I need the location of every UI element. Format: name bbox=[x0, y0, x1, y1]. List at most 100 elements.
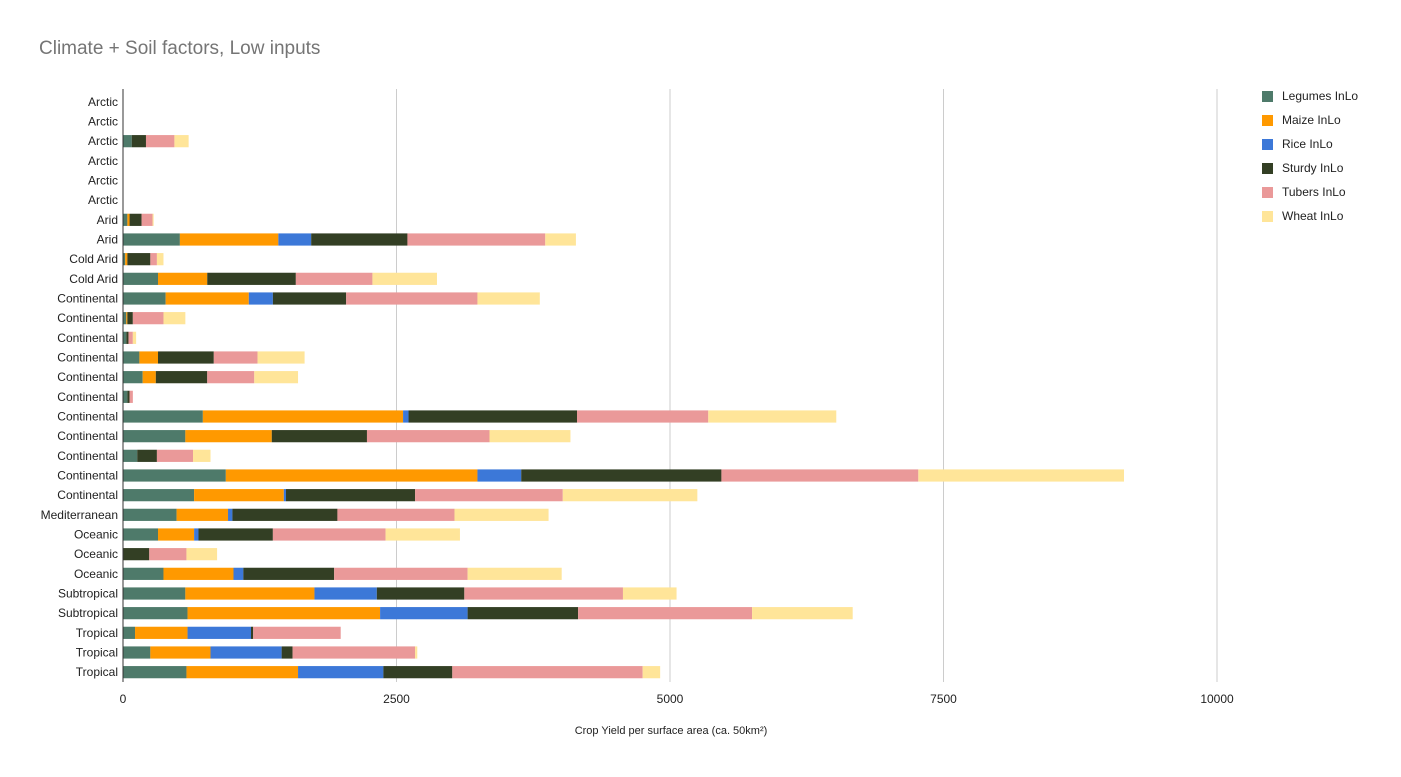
bar-maize-inlo-8 bbox=[125, 253, 128, 266]
category-label: Arctic bbox=[88, 115, 118, 129]
bar-tubers-inlo-11 bbox=[132, 312, 164, 325]
bar-legumes-inlo-18 bbox=[123, 449, 138, 462]
legend-swatch bbox=[1262, 115, 1273, 126]
bar-maize-inlo-28 bbox=[150, 646, 211, 659]
category-label: Mediterranean bbox=[41, 508, 118, 522]
bar-maize-inlo-19 bbox=[225, 469, 478, 482]
x-tick-label: 5000 bbox=[657, 692, 684, 706]
bar-wheat-inlo-9 bbox=[372, 272, 437, 285]
bar-legumes-inlo-28 bbox=[123, 646, 151, 659]
bar-legumes-inlo-22 bbox=[123, 528, 159, 541]
x-tick-label: 10000 bbox=[1200, 692, 1234, 706]
bar-sturdy-inlo-14 bbox=[155, 371, 208, 384]
bar-sturdy-inlo-19 bbox=[521, 469, 722, 482]
category-labels: Arctic Arctic Arctic Arctic Arctic Arctic Arid… bbox=[41, 95, 118, 679]
bar-rice-inlo-20 bbox=[283, 489, 287, 502]
bar-wheat-inlo-14 bbox=[254, 371, 299, 384]
bar-legumes-inlo-8 bbox=[123, 253, 126, 266]
bar-rice-inlo-24 bbox=[233, 567, 244, 580]
bar-sturdy-inlo-15 bbox=[127, 390, 130, 403]
category-label: Subtropical bbox=[58, 587, 118, 601]
legend-item-tubers-inlo[interactable]: Tubers InLo bbox=[1262, 185, 1346, 199]
bar-maize-inlo-20 bbox=[194, 489, 284, 502]
bar-maize-inlo-14 bbox=[142, 371, 156, 384]
legend-item-maize-inlo[interactable]: Maize InLo bbox=[1262, 113, 1341, 127]
bar-legumes-inlo-29 bbox=[123, 666, 187, 679]
legend-item-legumes-inlo[interactable]: Legumes InLo bbox=[1262, 89, 1358, 103]
category-label: Continental bbox=[57, 351, 118, 365]
bar-sturdy-inlo-16 bbox=[408, 410, 578, 423]
category-label: Continental bbox=[57, 370, 118, 384]
bar-sturdy-inlo-18 bbox=[137, 449, 157, 462]
bar-legumes-inlo-16 bbox=[123, 410, 203, 423]
bars bbox=[123, 135, 1125, 679]
x-tick-label: 7500 bbox=[930, 692, 957, 706]
bar-wheat-inlo-6 bbox=[152, 213, 154, 226]
bar-tubers-inlo-22 bbox=[272, 528, 386, 541]
bar-sturdy-inlo-10 bbox=[272, 292, 347, 305]
bar-wheat-inlo-26 bbox=[752, 607, 853, 620]
bar-wheat-inlo-8 bbox=[156, 253, 164, 266]
category-label: Continental bbox=[57, 449, 118, 463]
bar-tubers-inlo-10 bbox=[346, 292, 478, 305]
category-label: Continental bbox=[57, 390, 118, 404]
bar-tubers-inlo-27 bbox=[253, 626, 341, 639]
bar-tubers-inlo-17 bbox=[366, 430, 490, 443]
bar-legumes-inlo-25 bbox=[123, 587, 186, 600]
bar-sturdy-inlo-24 bbox=[243, 567, 335, 580]
bar-sturdy-inlo-22 bbox=[198, 528, 273, 541]
bar-rice-inlo-7 bbox=[278, 233, 312, 246]
legend-item-wheat-inlo[interactable]: Wheat InLo bbox=[1262, 209, 1344, 223]
bar-tubers-inlo-7 bbox=[407, 233, 546, 246]
category-label: Continental bbox=[57, 331, 118, 345]
bar-sturdy-inlo-25 bbox=[376, 587, 465, 600]
category-label: Oceanic bbox=[74, 528, 118, 542]
bar-maize-inlo-25 bbox=[185, 587, 315, 600]
legend-item-sturdy-inlo[interactable]: Sturdy InLo bbox=[1262, 161, 1344, 175]
category-label: Continental bbox=[57, 410, 118, 424]
legend-label: Legumes InLo bbox=[1282, 89, 1358, 103]
x-tick-label: 2500 bbox=[383, 692, 410, 706]
bar-legumes-inlo-27 bbox=[123, 626, 136, 639]
bar-sturdy-inlo-9 bbox=[207, 272, 296, 285]
bar-wheat-inlo-19 bbox=[918, 469, 1125, 482]
category-label: Continental bbox=[57, 429, 118, 443]
bar-sturdy-inlo-12 bbox=[126, 331, 129, 344]
bar-tubers-inlo-24 bbox=[334, 567, 468, 580]
legend-swatch bbox=[1262, 91, 1273, 102]
bar-wheat-inlo-2 bbox=[174, 135, 189, 148]
bar-tubers-inlo-18 bbox=[156, 449, 194, 462]
category-label: Tropical bbox=[76, 626, 118, 640]
category-label: Continental bbox=[57, 488, 118, 502]
category-label: Subtropical bbox=[58, 606, 118, 620]
bar-maize-inlo-22 bbox=[158, 528, 195, 541]
bar-tubers-inlo-2 bbox=[145, 135, 175, 148]
gridlines bbox=[396, 89, 1218, 682]
x-tick-label: 0 bbox=[120, 692, 127, 706]
category-label: Oceanic bbox=[74, 567, 118, 581]
bar-tubers-inlo-12 bbox=[128, 331, 133, 344]
bar-rice-inlo-16 bbox=[403, 410, 409, 423]
category-label: Cold Arid bbox=[69, 252, 118, 266]
category-label: Arctic bbox=[88, 174, 118, 188]
bar-wheat-inlo-18 bbox=[193, 449, 211, 462]
bar-legumes-inlo-6 bbox=[123, 213, 128, 226]
bar-wheat-inlo-12 bbox=[132, 331, 137, 344]
bar-wheat-inlo-20 bbox=[562, 489, 698, 502]
bar-tubers-inlo-20 bbox=[415, 489, 563, 502]
bar-tubers-inlo-19 bbox=[721, 469, 919, 482]
bar-wheat-inlo-23 bbox=[186, 548, 218, 561]
bar-sturdy-inlo-20 bbox=[286, 489, 416, 502]
bar-maize-inlo-24 bbox=[163, 567, 234, 580]
bar-wheat-inlo-13 bbox=[257, 351, 305, 364]
legend-item-rice-inlo[interactable]: Rice InLo bbox=[1262, 137, 1333, 151]
bar-wheat-inlo-17 bbox=[489, 430, 571, 443]
chart-title: Climate + Soil factors, Low inputs bbox=[39, 38, 321, 59]
bar-sturdy-inlo-8 bbox=[127, 253, 151, 266]
bar-tubers-inlo-9 bbox=[295, 272, 373, 285]
x-axis-title: Crop Yield per surface area (ca. 50km²) bbox=[575, 725, 768, 737]
legend-swatch bbox=[1262, 139, 1273, 150]
bar-legumes-inlo-21 bbox=[123, 508, 177, 521]
category-label: Continental bbox=[57, 292, 118, 306]
